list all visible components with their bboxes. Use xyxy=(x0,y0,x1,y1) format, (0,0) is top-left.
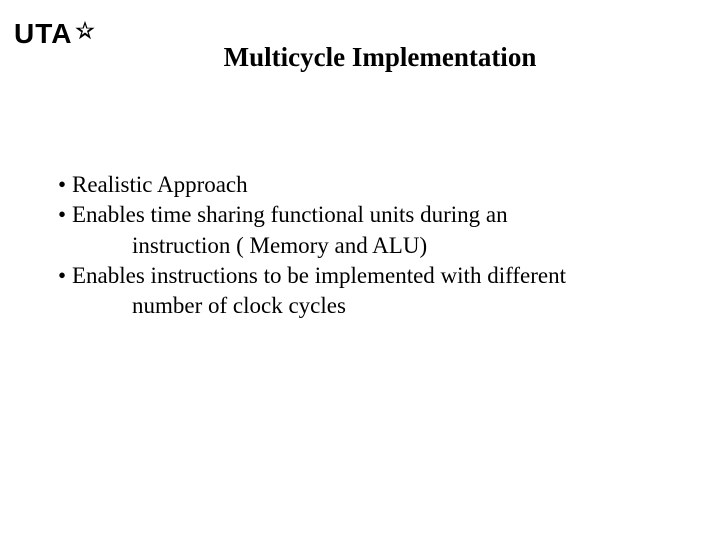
bullet-item: • Enables instructions to be implemented… xyxy=(58,261,680,291)
bullet-dot: • xyxy=(58,261,72,291)
bullet-item: • Realistic Approach xyxy=(58,170,680,200)
bullet-item: • Enables time sharing functional units … xyxy=(58,200,680,230)
slide-body: • Realistic Approach • Enables time shar… xyxy=(58,170,680,322)
bullet-text: Realistic Approach xyxy=(72,170,680,200)
bullet-text: Enables time sharing functional units du… xyxy=(72,200,680,230)
slide: UTA Multicycle Implementation • Realisti… xyxy=(0,0,720,540)
bullet-dot: • xyxy=(58,170,72,200)
bullet-continuation: number of clock cycles xyxy=(58,291,680,321)
bullet-continuation: instruction ( Memory and ALU) xyxy=(58,231,680,261)
bullet-dot: • xyxy=(58,200,72,230)
slide-title: Multicycle Implementation xyxy=(0,42,720,73)
bullet-text: Enables instructions to be implemented w… xyxy=(72,261,680,291)
